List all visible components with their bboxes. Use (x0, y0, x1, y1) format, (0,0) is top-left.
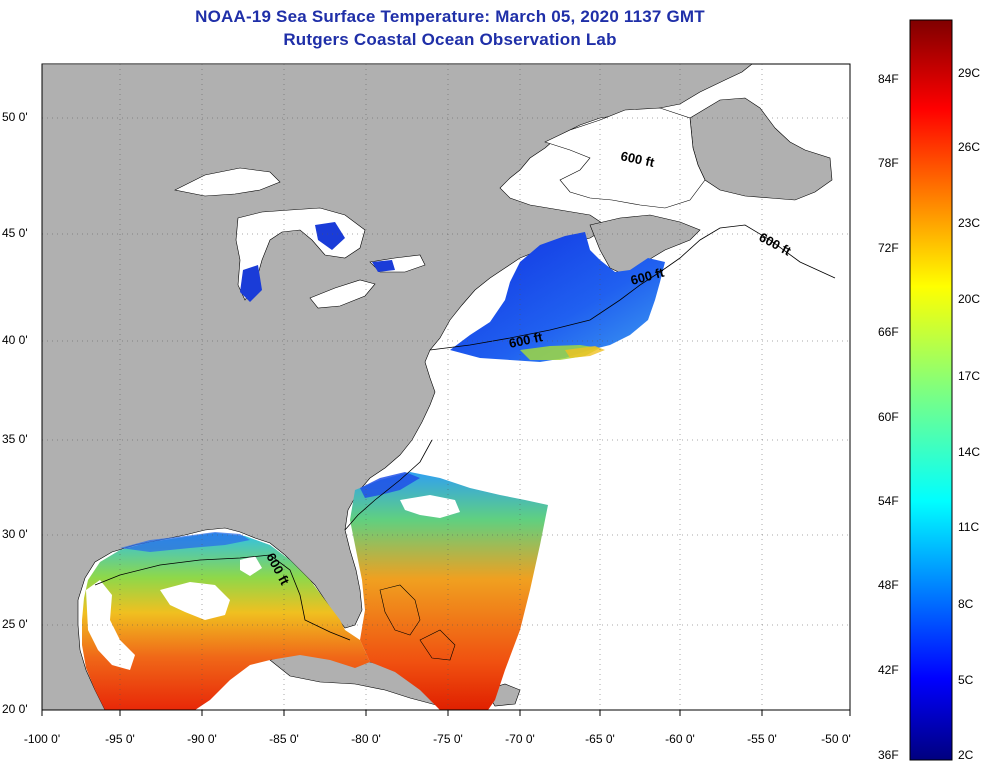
colorbar-c-label: 20C (958, 292, 981, 306)
lon-label: -70 0' (505, 732, 535, 746)
lat-label: 20 0' (2, 702, 28, 716)
colorbar-c-label: 2C (958, 748, 974, 762)
lat-label: 45 0' (2, 226, 28, 240)
lake-superior (174, 167, 281, 197)
gulf-of-mexico-sst (82, 533, 370, 710)
lon-label: -80 0' (351, 732, 381, 746)
lon-label: -85 0' (269, 732, 299, 746)
colorbar-f-label: 78F (878, 156, 899, 170)
colorbar-f-label: 36F (878, 748, 899, 762)
colorbar-c-label: 23C (958, 216, 981, 230)
contour-label: 600 ft (508, 329, 545, 351)
ne-warm-streak2 (565, 346, 605, 358)
map-subtitle: Rutgers Coastal Ocean Observation Lab (283, 30, 617, 49)
colorbar-c-label: 26C (958, 140, 981, 154)
colorbar-c-label: 5C (958, 673, 974, 687)
colorbar-f-label: 72F (878, 241, 899, 255)
colorbar-f-label: 42F (878, 663, 899, 677)
bahamas-bank2 (419, 629, 456, 661)
isobath-600ft-ne (429, 224, 836, 351)
isobath-600ft-se (344, 439, 433, 531)
ne-cold-water (450, 232, 665, 362)
bahamas-bank (379, 584, 421, 636)
axis-ticks (41, 64, 851, 716)
map-title: NOAA-19 Sea Surface Temperature: March 0… (195, 7, 705, 26)
carolina-cold (360, 472, 420, 498)
lake-michigan-cold (240, 265, 262, 302)
lat-label: 50 0' (2, 110, 28, 124)
atlantic-sst (350, 472, 548, 710)
isobath-600ft-gulf (94, 554, 351, 641)
lake-huron-cold (315, 222, 345, 250)
colorbar-f-label: 66F (878, 325, 899, 339)
lon-label: -65 0' (585, 732, 615, 746)
lon-label: -95 0' (105, 732, 135, 746)
colorbar-c-label: 11C (958, 520, 980, 534)
colorbar-c-label: 29C (958, 66, 981, 80)
lake-erie (309, 279, 376, 309)
gulf-cloud-central (160, 582, 230, 620)
contour-label: 600 ft (619, 148, 656, 170)
lat-label: 30 0' (2, 527, 28, 541)
colorbar-f-label: 54F (878, 494, 899, 508)
atlantic-cloud (400, 495, 460, 518)
lon-label: -60 0' (665, 732, 695, 746)
colorbar-c-label: 8C (958, 597, 974, 611)
colorbar-f-label: 48F (878, 578, 899, 592)
lat-label: 35 0' (2, 432, 28, 446)
lat-label: 25 0' (2, 617, 28, 631)
colorbar-c-label: 17C (958, 369, 981, 383)
lon-label: -75 0' (433, 732, 463, 746)
land-nova-scotia (589, 214, 701, 276)
gulf-cloud-west (86, 580, 135, 670)
lon-label: -100 0' (23, 732, 61, 746)
lat-label: 40 0' (2, 333, 28, 347)
lon-label: -90 0' (187, 732, 217, 746)
colorbar-f-label: 84F (878, 72, 899, 86)
gulf-cloud-small (240, 556, 262, 576)
lon-label: -50 0' (821, 732, 851, 746)
colorbar-c-label: 14C (958, 445, 981, 459)
lake-ontario-cold (372, 260, 395, 272)
gulf-st-lawrence (544, 107, 706, 209)
colorbar-f-label: 60F (878, 410, 899, 424)
gulf-coast-blue (120, 532, 250, 552)
atlantic-cloud2 (460, 470, 548, 492)
lon-label: -55 0' (747, 732, 777, 746)
